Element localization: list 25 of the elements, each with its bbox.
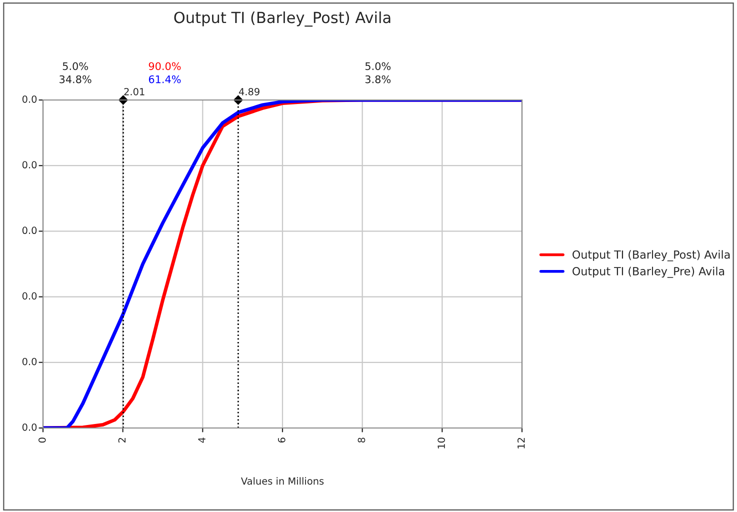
ref-line-label: 2.01 <box>124 88 144 96</box>
x-tick-label: 12 <box>517 438 525 448</box>
x-tick-label: 2 <box>118 438 126 442</box>
text: 0.0 <box>22 358 37 366</box>
legend-label: Output TI (Barley_Pre) Avila <box>572 266 724 278</box>
text: 61.4% <box>148 75 181 84</box>
text: 0.0 <box>22 95 37 103</box>
x-tick-label: 6 <box>278 438 286 443</box>
chart-title: Output TI (Barley_Post) Avila <box>174 11 390 27</box>
x-tick-label: 8 <box>358 438 366 443</box>
text: 34.8% <box>60 75 92 84</box>
x-axis-title: Values in Millions <box>240 477 324 485</box>
text: 5.0% <box>365 62 391 70</box>
x-tick-label: 0 <box>38 438 46 443</box>
ref-line-label: 4.89 <box>238 88 260 96</box>
text: 0.0 <box>22 292 37 300</box>
legend-label: Output TI (Barley_Post) Avila <box>572 250 730 262</box>
x-tick-label: 4 <box>198 438 206 443</box>
text: 0.0 <box>22 161 37 168</box>
text: 90.0% <box>148 62 181 70</box>
text: 0.0 <box>22 423 37 431</box>
x-tick-label: 10 <box>438 438 445 448</box>
text: 0.0 <box>22 226 37 234</box>
text: 3.8% <box>365 75 391 84</box>
text: 5.0% <box>62 62 88 70</box>
